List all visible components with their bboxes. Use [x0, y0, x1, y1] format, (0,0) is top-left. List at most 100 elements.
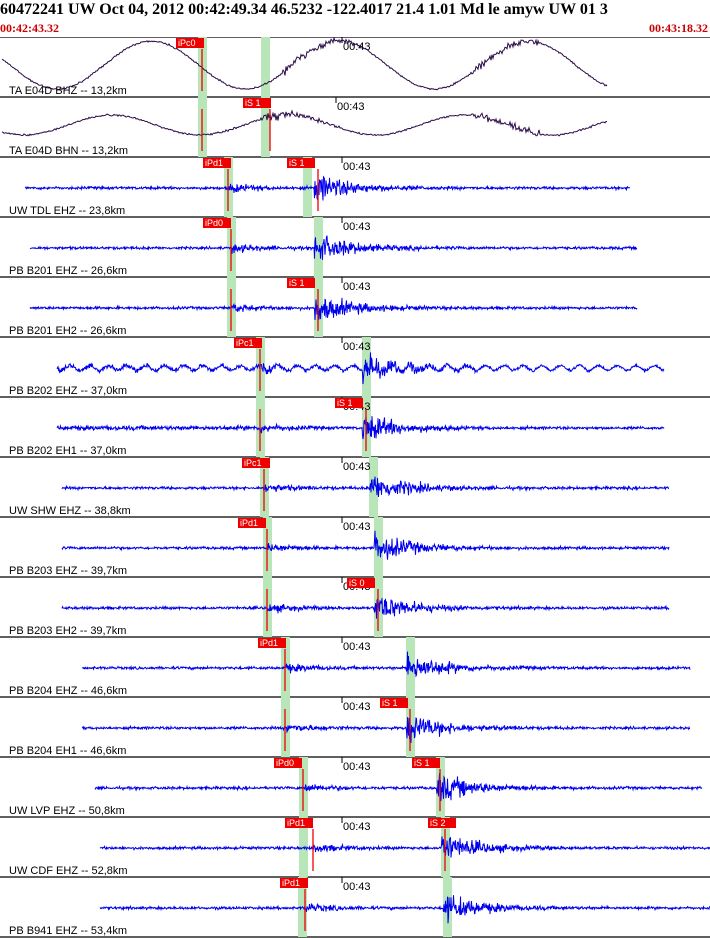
- waveform-trace: [1, 109, 608, 137]
- channel-row[interactable]: 00:43 iPc0 TA E04D BHZ -- 13,2km: [1, 37, 608, 97]
- pick-label: iPd1: [205, 158, 223, 168]
- pick-window: [261, 97, 270, 157]
- pick-label: iPc0: [178, 38, 196, 48]
- time-tick-label: 00:43: [343, 161, 371, 173]
- station-label: PB B203 EHZ -- 39,7km: [9, 565, 127, 577]
- waveform-trace: [61, 476, 670, 498]
- channel-row[interactable]: 00:43 iPd1 PB B204 EHZ -- 46,6km: [9, 637, 691, 697]
- window-start-time: 00:42:43.32: [0, 21, 59, 35]
- pick-box[interactable]: [243, 98, 271, 108]
- time-tick-label: 00:43: [343, 461, 371, 473]
- pick-label: iS 0: [349, 578, 365, 588]
- channel-row[interactable]: 00:43 iPd1 iS 2 UW CDF EHZ -- 52,8km: [9, 817, 710, 877]
- time-tick-label: 00:43: [343, 881, 371, 893]
- event-header: 60472241 UW Oct 04, 2012 00:42:49.34 46.…: [0, 0, 710, 37]
- pick-box[interactable]: [258, 638, 286, 648]
- pick-label: iS 1: [337, 398, 353, 408]
- pick-label: iPd1: [287, 818, 305, 828]
- channel-row[interactable]: 00:43 iPd0 PB B201 EHZ -- 26,6km: [9, 217, 638, 277]
- pick-label: iS 1: [289, 278, 305, 288]
- pick-box[interactable]: [412, 758, 440, 768]
- channel-row[interactable]: 00:43 iPd1 PB B203 EHZ -- 39,7km: [9, 517, 670, 577]
- channel-row[interactable]: 00:43 iS 1 PB B204 EH1 -- 46,6km: [9, 697, 690, 757]
- pick-box[interactable]: [203, 158, 231, 168]
- time-tick-label: 00:43: [343, 641, 371, 653]
- waveform-trace: [81, 651, 691, 678]
- waveform-trace: [82, 717, 690, 743]
- waveform-trace: [61, 598, 670, 619]
- pick-label: iPd0: [205, 218, 223, 228]
- channel-row[interactable]: 00:43 iPd1 PB B941 EHZ -- 53,4km: [9, 877, 710, 937]
- time-tick-label: 00:43: [343, 41, 371, 53]
- time-tick-label: 00:43: [343, 221, 371, 233]
- channel-row[interactable]: 00:43 iPd0 iS 1 UW LVP EHZ -- 50,8km: [9, 757, 703, 817]
- pick-box[interactable]: [280, 878, 308, 888]
- time-tick-label: 00:43: [343, 281, 371, 293]
- pick-box[interactable]: [285, 818, 313, 828]
- station-label: UW LVP EHZ -- 50,8km: [9, 805, 125, 817]
- station-label: UW TDL EHZ -- 23,8km: [9, 205, 125, 217]
- window-end-time: 00:43:18.32: [649, 21, 708, 35]
- pick-window: [314, 217, 323, 277]
- pick-box[interactable]: [335, 398, 363, 408]
- pick-box[interactable]: [203, 218, 231, 228]
- waveform-trace: [99, 895, 710, 924]
- time-tick-label: 00:43: [343, 761, 371, 773]
- channel-row[interactable]: 00:43 iS 1 PB B201 EH2 -- 26,6km: [9, 277, 638, 337]
- event-title: 60472241 UW Oct 04, 2012 00:42:49.34 46.…: [0, 1, 608, 18]
- waveform-trace: [61, 530, 670, 560]
- station-label: UW CDF EHZ -- 52,8km: [9, 865, 128, 877]
- station-label: PB B204 EHZ -- 46,6km: [9, 685, 127, 697]
- waveform-trace: [56, 416, 665, 440]
- pick-box[interactable]: [242, 458, 270, 468]
- pick-box[interactable]: [380, 698, 408, 708]
- time-tick-label: 00:43: [343, 701, 371, 713]
- station-label: TA E04D BHZ -- 13,2km: [9, 85, 127, 97]
- pick-label: iPd1: [240, 518, 258, 528]
- channel-row[interactable]: 00:43 iS 1 TA E04D BHN -- 13,2km: [1, 97, 608, 157]
- time-tick-label: 00:43: [343, 521, 371, 533]
- pick-box[interactable]: [234, 338, 262, 348]
- station-label: PB B201 EH2 -- 26,6km: [9, 325, 126, 337]
- pick-box[interactable]: [176, 38, 204, 48]
- channel-row[interactable]: 00:43 iPd1 iS 1 UW TDL EHZ -- 23,8km: [9, 157, 631, 217]
- waveform-trace: [99, 836, 710, 858]
- time-tick-label: 00:43: [343, 341, 371, 353]
- pick-label: iPd1: [282, 878, 300, 888]
- pick-label: iS 1: [382, 698, 398, 708]
- time-tick-label: 00:43: [343, 821, 371, 833]
- pick-label: iPc1: [244, 458, 262, 468]
- channel-row[interactable]: 00:43 iPc1 UW SHW EHZ -- 38,8km: [9, 457, 670, 517]
- waveform-trace: [94, 773, 703, 801]
- pick-box[interactable]: [274, 758, 302, 768]
- pick-label: iS 1: [414, 758, 430, 768]
- pick-window: [261, 37, 270, 97]
- pick-label: iPd1: [260, 638, 278, 648]
- waveform-trace: [56, 352, 665, 385]
- pick-box[interactable]: [347, 578, 375, 588]
- station-label: PB B202 EH1 -- 37,0km: [9, 445, 126, 457]
- station-label: PB B203 EH2 -- 39,7km: [9, 625, 126, 637]
- station-label: PB B941 EHZ -- 53,4km: [9, 925, 127, 937]
- station-label: TA E04D BHN -- 13,2km: [9, 145, 128, 157]
- pick-label: iS 1: [289, 158, 305, 168]
- waveform-trace: [24, 175, 631, 201]
- waveform-trace: [1, 37, 608, 91]
- pick-label: iPc1: [236, 338, 254, 348]
- channel-row[interactable]: 00:43 iPc1 PB B202 EHZ -- 37,0km: [9, 337, 665, 397]
- station-label: UW SHW EHZ -- 38,8km: [9, 505, 131, 517]
- seismogram-panel[interactable]: 00:43 iPc0 TA E04D BHZ -- 13,2km 00:43 iS 1 T…: [0, 37, 710, 938]
- pick-box[interactable]: [428, 818, 456, 828]
- waveform-trace: [29, 297, 638, 321]
- waveform-trace: [29, 235, 638, 260]
- pick-label: iPd0: [276, 758, 294, 768]
- time-tick-label: 00:43: [337, 101, 365, 113]
- station-label: PB B201 EHZ -- 26,6km: [9, 265, 127, 277]
- station-label: PB B202 EHZ -- 37,0km: [9, 385, 127, 397]
- pick-box[interactable]: [238, 518, 266, 528]
- pick-box[interactable]: [287, 158, 315, 168]
- station-label: PB B204 EH1 -- 46,6km: [9, 745, 126, 757]
- pick-box[interactable]: [287, 278, 315, 288]
